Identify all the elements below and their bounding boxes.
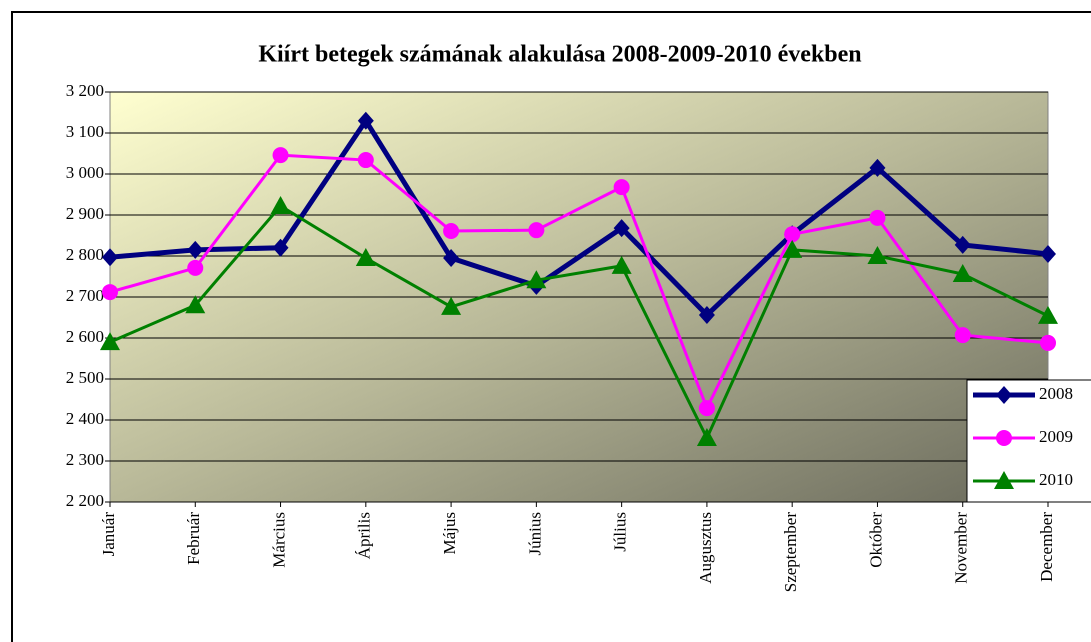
marker [696,428,717,447]
marker [996,430,1012,446]
marker [100,332,120,351]
marker [613,219,630,238]
marker [357,111,374,130]
x-tick-label: Augusztus [696,512,715,584]
y-tick-label: 2 900 [66,204,104,223]
series-line [109,116,1049,319]
x-tick-label: Február [184,512,203,565]
y-tick-label: 2 500 [66,368,104,387]
marker [102,284,118,301]
y-tick-label: 3 100 [66,122,104,141]
series-line [109,153,1049,412]
x-tick-label: Március [269,512,288,568]
x-tick-label: Július [611,512,630,552]
marker [994,471,1014,489]
series-line [109,204,1049,442]
marker [954,235,971,254]
x-tick-label: December [1037,512,1056,582]
y-tick-label: 3 200 [66,81,104,100]
marker [272,238,289,257]
marker [443,222,460,239]
marker [611,255,632,274]
marker [355,248,376,267]
marker [698,400,715,417]
marker [613,179,630,196]
marker [443,249,460,268]
x-tick-label: Május [440,512,459,555]
marker [272,147,289,164]
x-tick-label: Október [866,512,885,568]
marker [102,248,118,267]
y-tick-label: 2 300 [66,450,104,469]
legend-label: 2009 [1039,427,1073,446]
marker [185,295,206,314]
marker [782,239,803,258]
marker [869,158,886,177]
marker [187,240,204,259]
x-tick-label: Június [525,512,544,555]
x-tick-label: Szeptember [781,512,800,593]
y-tick-label: 2 400 [66,409,104,428]
marker [867,246,888,264]
y-tick-label: 2 600 [66,327,104,346]
marker [1040,244,1056,263]
x-tick-label: Április [355,512,374,559]
x-tick-label: Január [99,512,118,557]
x-tick-label: November [952,512,971,584]
legend-label: 2008 [1039,384,1073,403]
marker [528,222,545,239]
marker [784,226,801,243]
marker [698,306,715,325]
chart-title: Kiírt betegek számának alakulása 2008-20… [258,42,861,68]
y-tick-label: 2 200 [66,491,104,510]
marker [270,195,291,214]
marker [996,386,1012,404]
y-tick-label: 2 700 [66,286,104,305]
legend-label: 2010 [1039,470,1073,489]
marker [952,264,973,283]
marker [954,327,971,344]
marker [1040,334,1056,351]
marker [1038,305,1058,324]
y-tick-label: 2 800 [66,245,104,264]
marker [441,296,462,315]
marker [869,209,886,226]
marker [526,270,547,289]
marker [187,259,204,276]
y-tick-label: 3 000 [66,163,104,182]
marker [357,152,374,169]
